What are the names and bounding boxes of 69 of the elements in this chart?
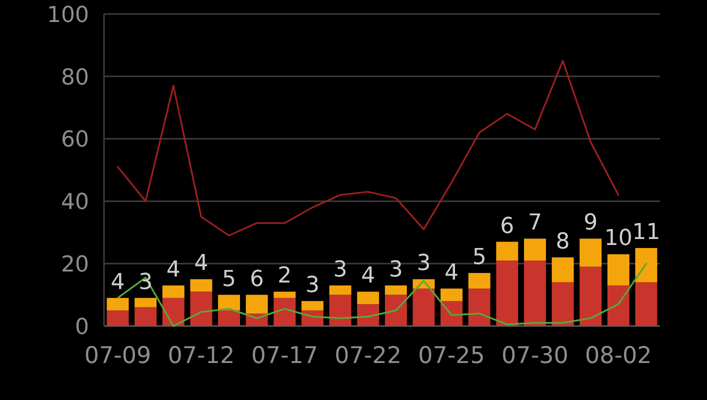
x-tick-label: 07-17 bbox=[251, 343, 318, 369]
data-label: 10 bbox=[604, 226, 632, 252]
y-tick-label: 40 bbox=[61, 190, 89, 216]
bar bbox=[190, 279, 212, 292]
bar bbox=[468, 272, 490, 289]
x-tick-label: 07-09 bbox=[84, 343, 152, 369]
data-label: 5 bbox=[222, 266, 236, 292]
bar bbox=[218, 310, 240, 326]
x-tick-label: 07-22 bbox=[334, 343, 402, 369]
bar bbox=[384, 294, 407, 326]
bar bbox=[162, 298, 184, 326]
bar bbox=[162, 285, 184, 298]
bar bbox=[580, 266, 602, 326]
bar bbox=[412, 288, 435, 326]
x-tick-label: 07-12 bbox=[168, 343, 235, 369]
x-tick-label: 08-02 bbox=[584, 343, 652, 369]
bar bbox=[134, 298, 157, 308]
bar bbox=[468, 288, 490, 326]
bar bbox=[440, 301, 463, 326]
bar bbox=[384, 285, 407, 295]
y-tick-label: 0 bbox=[75, 314, 89, 340]
bar bbox=[274, 298, 296, 326]
y-tick-label: 100 bbox=[47, 2, 89, 28]
data-label: 3 bbox=[416, 251, 431, 276]
y-tick-label: 20 bbox=[61, 252, 89, 278]
bar bbox=[496, 260, 518, 326]
data-label: 5 bbox=[472, 244, 486, 270]
bar bbox=[301, 301, 324, 310]
bar bbox=[552, 257, 574, 282]
bar bbox=[357, 304, 380, 326]
data-label: 3 bbox=[388, 257, 403, 282]
y-tick-label: 60 bbox=[61, 128, 89, 153]
data-label: 4 bbox=[110, 270, 125, 295]
x-tick-label: 07-30 bbox=[502, 343, 568, 369]
y-tick-label: 80 bbox=[61, 65, 89, 90]
data-label: 7 bbox=[528, 210, 542, 236]
bar bbox=[106, 298, 129, 310]
bar bbox=[329, 294, 352, 326]
data-label: 3 bbox=[333, 257, 348, 282]
data-label: 4 bbox=[194, 251, 208, 276]
bar bbox=[635, 282, 658, 326]
data-label: 9 bbox=[584, 210, 598, 236]
bar bbox=[274, 292, 296, 298]
bar bbox=[607, 285, 630, 326]
bar bbox=[246, 294, 268, 314]
bar bbox=[552, 282, 574, 326]
bar bbox=[524, 260, 546, 326]
bar bbox=[106, 310, 129, 326]
bar bbox=[357, 292, 380, 304]
bar bbox=[134, 307, 157, 326]
bar bbox=[218, 294, 240, 310]
x-tick-label: 07-25 bbox=[418, 343, 485, 369]
data-label: 4 bbox=[444, 260, 459, 286]
bar bbox=[190, 292, 212, 326]
data-label: 6 bbox=[250, 266, 264, 292]
data-label: 2 bbox=[278, 264, 292, 289]
data-label: 11 bbox=[632, 220, 660, 245]
bar bbox=[329, 285, 352, 295]
bar bbox=[496, 242, 518, 260]
bar bbox=[440, 288, 463, 302]
data-label: 8 bbox=[556, 229, 570, 254]
data-label: 4 bbox=[361, 264, 376, 289]
bar bbox=[524, 238, 546, 260]
bar bbox=[580, 238, 602, 267]
data-label: 3 bbox=[305, 273, 320, 298]
data-label: 6 bbox=[500, 214, 514, 239]
bar bbox=[635, 248, 658, 282]
data-label: 4 bbox=[166, 257, 180, 282]
bar bbox=[607, 254, 630, 286]
